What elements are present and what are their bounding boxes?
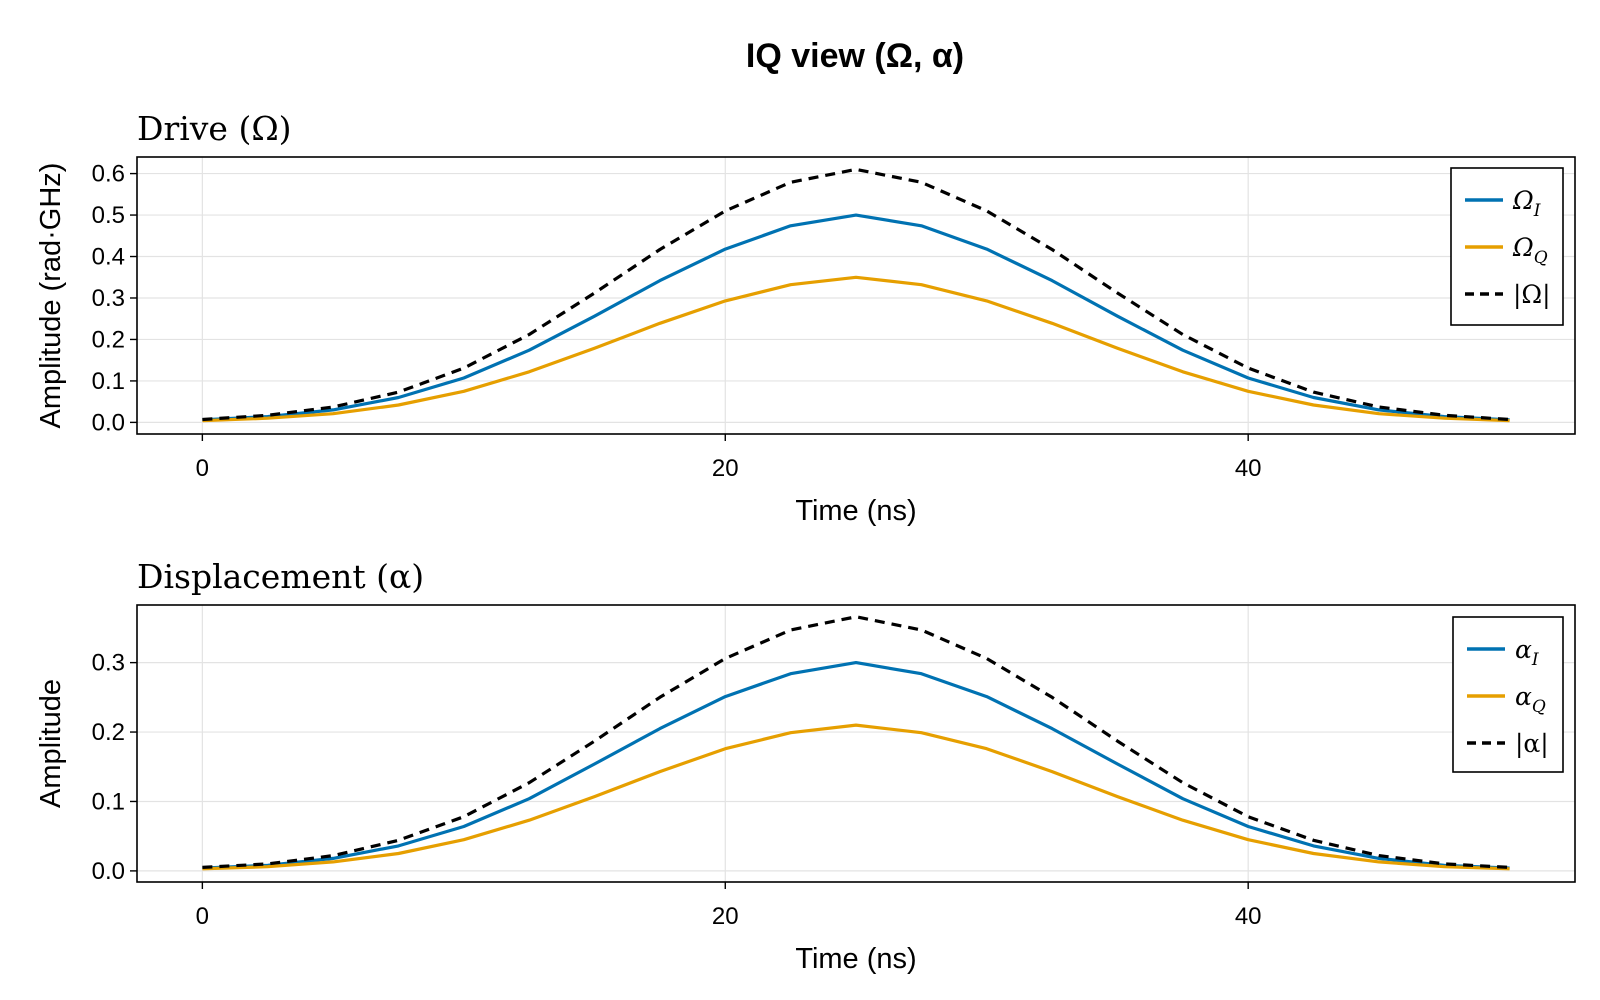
y-tick-label: 0.5 bbox=[92, 202, 125, 229]
x-tick-label: 20 bbox=[712, 455, 739, 482]
series-line-q bbox=[202, 723, 1510, 871]
panel-title: Displacement (α) bbox=[137, 557, 424, 596]
y-tick-label: 0.2 bbox=[92, 719, 125, 746]
legend: ΩI ΩQ |Ω| bbox=[1450, 167, 1564, 326]
y-tick-label: 0.0 bbox=[92, 858, 125, 885]
legend-label: ΩQ bbox=[1512, 233, 1548, 268]
y-tick-label: 0.6 bbox=[92, 161, 125, 188]
y-axis-label: Amplitude (rad·GHz) bbox=[35, 163, 67, 429]
y-tick-label: 0.0 bbox=[92, 409, 125, 436]
series-line-i bbox=[202, 660, 1510, 870]
x-tick-label: 0 bbox=[196, 903, 209, 930]
series-line-q bbox=[202, 275, 1510, 423]
y-tick-label: 0.3 bbox=[92, 285, 125, 312]
legend-label: ΩI bbox=[1512, 186, 1541, 221]
y-tick-label: 0.3 bbox=[92, 650, 125, 677]
series-line-i bbox=[202, 213, 1510, 422]
y-tick-label: 0.1 bbox=[92, 368, 125, 395]
plot-frame bbox=[136, 156, 1576, 435]
legend: αI αQ |α| bbox=[1452, 616, 1564, 773]
y-axis-label: Amplitude bbox=[35, 679, 67, 808]
legend-label: |α| bbox=[1515, 729, 1549, 759]
x-tick-label: 20 bbox=[712, 903, 739, 930]
figure-title: IQ view (Ω, α) bbox=[746, 37, 964, 75]
x-axis-label: Time (ns) bbox=[795, 495, 916, 527]
y-tick-label: 0.1 bbox=[92, 788, 125, 815]
panel-drive: 0.0 0.1 0.2 0.3 0.4 0.5 0.6 0 20 40 Time (ns) Ampli… bbox=[35, 109, 1576, 527]
plot-frame bbox=[136, 604, 1576, 883]
x-axis-label: Time (ns) bbox=[795, 943, 916, 975]
series-line-abs bbox=[202, 615, 1510, 869]
panel-displacement: 0.0 0.1 0.2 0.3 0 20 40 Time (ns) Amplitude Displ… bbox=[35, 557, 1576, 975]
x-tick-label: 0 bbox=[196, 455, 209, 482]
x-tick-label: 40 bbox=[1235, 455, 1262, 482]
panel-title: Drive (Ω) bbox=[137, 109, 292, 148]
legend-label: αI bbox=[1515, 635, 1539, 670]
y-tick-label: 0.2 bbox=[92, 326, 125, 353]
y-tick-label: 0.4 bbox=[92, 244, 125, 271]
legend-label: αQ bbox=[1515, 682, 1546, 717]
series-line-abs bbox=[202, 167, 1510, 422]
legend-label: |Ω| bbox=[1513, 280, 1551, 310]
x-tick-label: 40 bbox=[1235, 903, 1262, 930]
